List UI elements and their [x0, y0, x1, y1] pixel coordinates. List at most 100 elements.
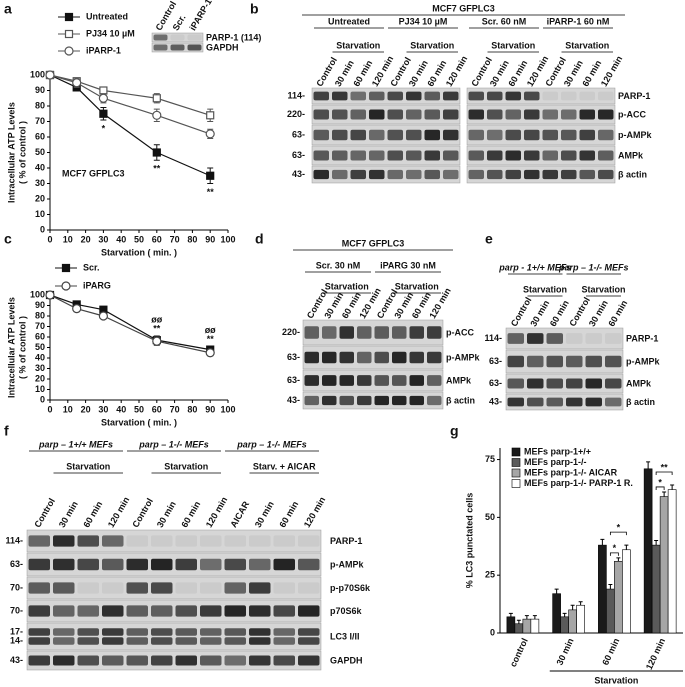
y-tick-label: 10	[35, 209, 45, 219]
group-label: Untreated	[328, 16, 370, 26]
x-tick-label: 120 min	[644, 637, 667, 672]
y-tick-label: 60	[35, 331, 45, 341]
annotation: øø	[151, 314, 162, 324]
blot-band	[77, 535, 99, 547]
blot-band	[369, 169, 385, 180]
blot-header: MCF7 GFPLC3	[342, 238, 405, 248]
blot-band	[170, 44, 185, 51]
marker	[152, 110, 162, 120]
y-tick-label: 40	[35, 352, 45, 362]
blot-band	[28, 535, 50, 547]
blot-band	[487, 91, 503, 101]
blot-band	[249, 535, 271, 547]
bracket	[609, 531, 627, 536]
y-tick-label: 100	[30, 69, 45, 79]
marker	[98, 311, 109, 321]
blot-band	[424, 129, 440, 141]
blot-strip	[466, 87, 616, 105]
lane-label: iPARP-1	[188, 0, 214, 32]
row-label: AMPk	[446, 375, 472, 385]
y-tick-label: 0	[40, 394, 45, 404]
lane-label: 120 min	[444, 54, 469, 88]
y-tick-label: 10	[35, 384, 45, 394]
blot-strip	[311, 165, 461, 184]
lane-label: 120 min	[204, 495, 229, 529]
error-bar	[524, 615, 529, 620]
blot-band	[28, 628, 50, 636]
size-marker: 114-	[484, 333, 502, 343]
blot-band	[322, 351, 337, 364]
y-tick-label: 50	[485, 512, 495, 522]
bar	[606, 588, 615, 634]
blot-band	[579, 129, 595, 141]
blot-band	[151, 628, 173, 636]
bar	[522, 618, 532, 634]
blot-band	[505, 91, 521, 101]
legend-swatch	[511, 468, 521, 478]
blot-band	[153, 34, 168, 41]
blot-band	[527, 378, 544, 389]
blot-band	[304, 326, 319, 339]
y-tick-label: 60	[35, 131, 45, 141]
blot-band	[507, 355, 524, 368]
blot-strip	[311, 104, 461, 125]
blot-band	[427, 375, 442, 386]
blot-band	[598, 109, 614, 120]
blot-band	[350, 169, 366, 180]
bar	[643, 468, 653, 634]
blot-band	[542, 109, 558, 120]
bar	[614, 561, 623, 634]
blot-band	[468, 109, 484, 120]
y-tick-label: 0	[40, 224, 45, 234]
blot-band	[357, 395, 372, 406]
panel-label: g	[450, 423, 459, 439]
blot-band	[304, 351, 319, 364]
legend-label: Untreated	[86, 11, 128, 21]
marker	[98, 93, 109, 103]
blot-band	[598, 150, 614, 161]
blot-band	[53, 628, 75, 636]
y-tick-label: 30	[35, 363, 45, 373]
blot-band	[77, 655, 99, 666]
blot-band	[273, 655, 295, 666]
y-tick-label: 50	[35, 342, 45, 352]
blot-band	[406, 150, 422, 161]
size-marker: 43-	[292, 169, 305, 179]
blot-band	[313, 109, 329, 120]
blot-strip	[302, 391, 444, 410]
row-label: p-AMPk	[446, 352, 480, 362]
blot-band	[524, 109, 540, 120]
group-label: parp – 1-/- MEFs	[138, 439, 209, 449]
marker	[45, 70, 55, 80]
bar	[659, 496, 669, 634]
row-label: p-ACC	[618, 109, 646, 119]
lane-label: Control	[130, 496, 155, 529]
bar	[576, 604, 585, 634]
blot-band	[249, 655, 271, 666]
x-tick-label: 40	[116, 234, 126, 244]
group-label: parp – 1-/- MEFs	[236, 439, 307, 449]
legend-marker	[61, 281, 71, 291]
blot-band	[151, 605, 173, 617]
blot-band	[332, 169, 348, 180]
bracket	[655, 471, 673, 475]
blot-band	[102, 605, 124, 617]
lane-label: 60 min	[606, 298, 629, 328]
blot-band	[542, 169, 558, 180]
legend-label: Scr.	[83, 262, 100, 272]
blot-band	[304, 395, 319, 406]
error-bar	[554, 588, 559, 594]
lane-label: 120 min	[302, 495, 327, 529]
bar	[598, 544, 607, 634]
y-tick-label: 70	[35, 321, 45, 331]
size-marker: 220-	[282, 327, 300, 337]
bar	[506, 616, 516, 634]
blot-band	[304, 375, 319, 386]
blot-band	[298, 628, 320, 636]
panel-label: e	[485, 231, 493, 247]
blot-band	[28, 582, 50, 594]
y-tick-label: 70	[35, 116, 45, 126]
blot-band	[487, 109, 503, 120]
x-tick-label: 100	[220, 404, 235, 414]
annotation: **	[661, 462, 669, 472]
